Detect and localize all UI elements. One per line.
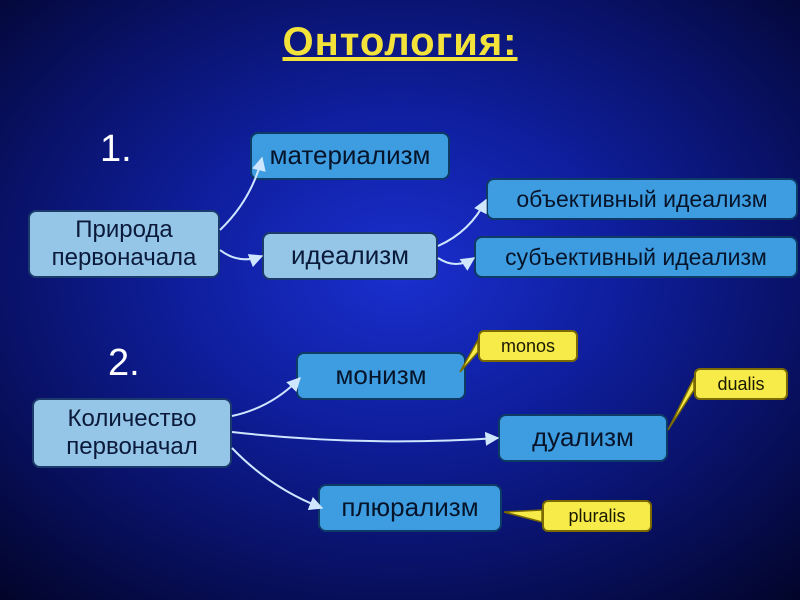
callout-dualis: dualis — [694, 368, 788, 400]
section-number-2: 2. — [108, 342, 140, 385]
node-dualism: дуализм — [498, 414, 668, 462]
node-idealism: идеализм — [262, 232, 438, 280]
slide-stage: Онтология: 1. 2. Природа первоначала мат… — [0, 0, 800, 600]
callout-pluralis: pluralis — [542, 500, 652, 532]
slide-title: Онтология: — [0, 20, 800, 65]
node-objective-idealism: объективный идеализм — [486, 178, 798, 220]
node-materialism: материализм — [250, 132, 450, 180]
callout-monos: monos — [478, 330, 578, 362]
node-subjective-idealism: субъективный идеализм — [474, 236, 798, 278]
node-quantity: Количество первоначал — [32, 398, 232, 468]
node-nature: Природа первоначала — [28, 210, 220, 278]
node-pluralism: плюрализм — [318, 484, 502, 532]
section-number-1: 1. — [100, 128, 132, 171]
node-monism: монизм — [296, 352, 466, 400]
